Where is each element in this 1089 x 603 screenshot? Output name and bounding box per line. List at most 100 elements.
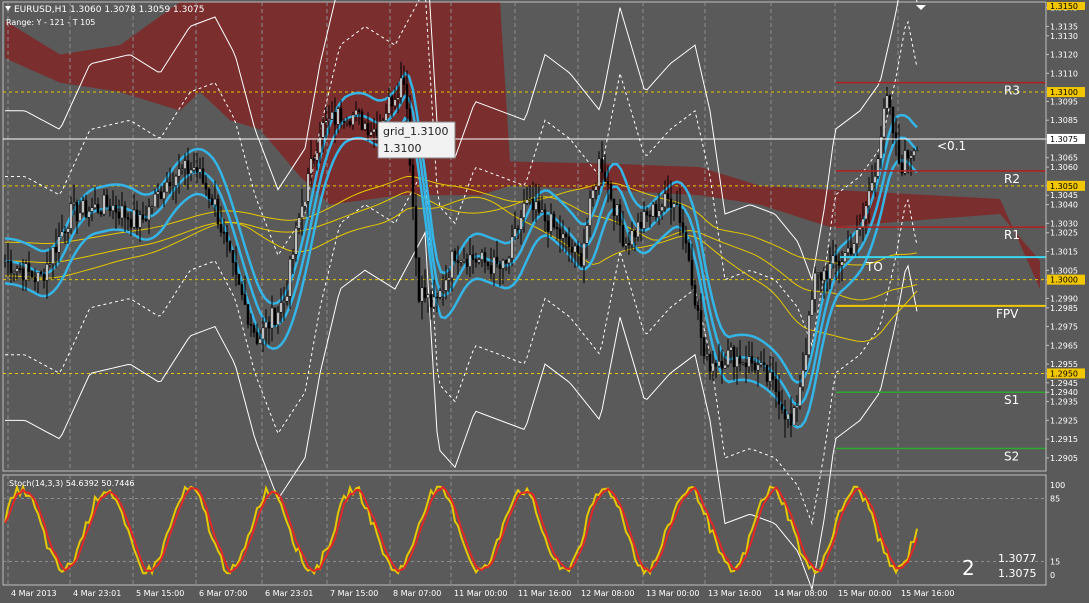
level-label-fpv: FPV bbox=[996, 307, 1019, 321]
candle-body bbox=[219, 223, 223, 233]
candle-body bbox=[879, 136, 883, 159]
collapse-triangle-icon[interactable] bbox=[5, 6, 11, 11]
candle-body bbox=[831, 255, 835, 264]
candle-body bbox=[186, 160, 190, 174]
candle-body bbox=[333, 111, 337, 125]
candle-body bbox=[897, 138, 901, 164]
candle-body bbox=[474, 259, 478, 263]
candle-body bbox=[159, 191, 163, 199]
candle-body bbox=[288, 258, 292, 297]
candle-body bbox=[753, 362, 757, 371]
range-line: Range: Y - 121 - T 105 bbox=[6, 18, 95, 27]
stoch-tick-label: 0 bbox=[1050, 571, 1055, 580]
candle-body bbox=[354, 109, 358, 116]
price-tick-highlight bbox=[1047, 368, 1085, 379]
candle-body bbox=[336, 108, 340, 125]
candle-body bbox=[555, 226, 559, 229]
candle-body bbox=[402, 77, 406, 85]
candle-body bbox=[87, 211, 91, 218]
candle-body bbox=[228, 241, 232, 251]
price-tick-label: 1.3110 bbox=[1050, 69, 1078, 78]
tooltip-line-1: grid_1.3100 bbox=[383, 125, 449, 138]
price-tick-highlight-label: 1.2950 bbox=[1050, 369, 1078, 378]
candle-body bbox=[312, 158, 316, 161]
candle-body bbox=[558, 228, 562, 239]
candle-body bbox=[825, 270, 829, 280]
candle-body bbox=[93, 204, 97, 208]
candle-body bbox=[273, 307, 277, 326]
candle-body bbox=[54, 247, 58, 253]
candle-body bbox=[633, 230, 637, 238]
candle-body bbox=[330, 111, 334, 120]
candle-body bbox=[276, 312, 280, 326]
candle-body bbox=[738, 356, 742, 364]
cyan-channel-line bbox=[4, 116, 918, 429]
candle-body bbox=[432, 296, 436, 308]
candle-body bbox=[903, 150, 907, 174]
candle-body bbox=[603, 171, 607, 182]
candle-body bbox=[144, 219, 148, 221]
candle-body bbox=[405, 84, 409, 109]
price-tick-highlight-label: 1.3000 bbox=[1050, 276, 1078, 285]
envelope-band bbox=[5, 230, 918, 592]
candle-body bbox=[318, 137, 322, 154]
candle-body bbox=[192, 167, 196, 171]
corner-price-1: 1.3077 bbox=[998, 552, 1037, 565]
candle-body bbox=[621, 224, 625, 247]
candle-body bbox=[639, 221, 643, 229]
candle-body bbox=[267, 321, 271, 329]
candle-body bbox=[741, 362, 745, 365]
cyan-channel-line bbox=[4, 93, 918, 407]
candle-body bbox=[774, 379, 778, 392]
candle-body bbox=[45, 264, 49, 281]
stoch-tick-label: 85 bbox=[1050, 495, 1060, 504]
envelope-band bbox=[5, 0, 918, 282]
candle-body bbox=[597, 158, 601, 187]
candle-body bbox=[750, 356, 754, 364]
candle-body bbox=[132, 209, 136, 228]
candle-body bbox=[795, 405, 799, 408]
candle-body bbox=[102, 194, 106, 215]
candle-body bbox=[171, 185, 175, 187]
candle-body bbox=[483, 252, 487, 263]
candle-body bbox=[414, 206, 418, 259]
candle-body bbox=[705, 354, 709, 357]
candle-body bbox=[537, 201, 541, 213]
candle-body bbox=[567, 236, 571, 248]
candle-body bbox=[126, 217, 130, 220]
candle-body bbox=[645, 211, 649, 216]
candle-body bbox=[852, 243, 856, 255]
candle-body bbox=[27, 263, 31, 272]
candle-body bbox=[339, 108, 343, 122]
candle-body bbox=[90, 207, 94, 212]
candle-body bbox=[390, 96, 394, 107]
candle-body bbox=[255, 332, 259, 344]
candle-body bbox=[198, 168, 202, 173]
time-axis: 4 Mar 2013 4 Mar 23:01 5 Mar 15:00 6 Mar 07… bbox=[11, 589, 954, 598]
candle-body bbox=[627, 243, 631, 245]
candle-body bbox=[501, 260, 505, 269]
candle-body bbox=[294, 227, 298, 255]
candle-body bbox=[282, 301, 286, 303]
stoch-signal-line bbox=[4, 485, 918, 574]
candle-body bbox=[42, 273, 46, 281]
candle-body bbox=[174, 175, 178, 186]
candle-body bbox=[423, 287, 427, 299]
candle-body bbox=[369, 131, 373, 136]
price-tick-label: 1.2915 bbox=[1050, 435, 1078, 444]
candle-body bbox=[915, 150, 919, 152]
candle-body bbox=[783, 409, 787, 420]
candle-body bbox=[348, 121, 352, 125]
candle-body bbox=[828, 263, 832, 280]
price-tick-label: 1.3060 bbox=[1050, 163, 1078, 172]
candle-body bbox=[699, 310, 703, 338]
cloud-area bbox=[5, 2, 1040, 290]
price-tick-label: 1.3120 bbox=[1050, 51, 1078, 60]
candle-body bbox=[822, 270, 826, 281]
pivot-levels: R3 R2 R1 TO FPV S1 S2 bbox=[3, 81, 1046, 463]
candle-body bbox=[486, 261, 490, 266]
moving-averages bbox=[4, 71, 918, 429]
shift-marker-icon[interactable] bbox=[916, 5, 926, 10]
candle-body bbox=[654, 204, 658, 217]
candle-body bbox=[588, 198, 592, 226]
